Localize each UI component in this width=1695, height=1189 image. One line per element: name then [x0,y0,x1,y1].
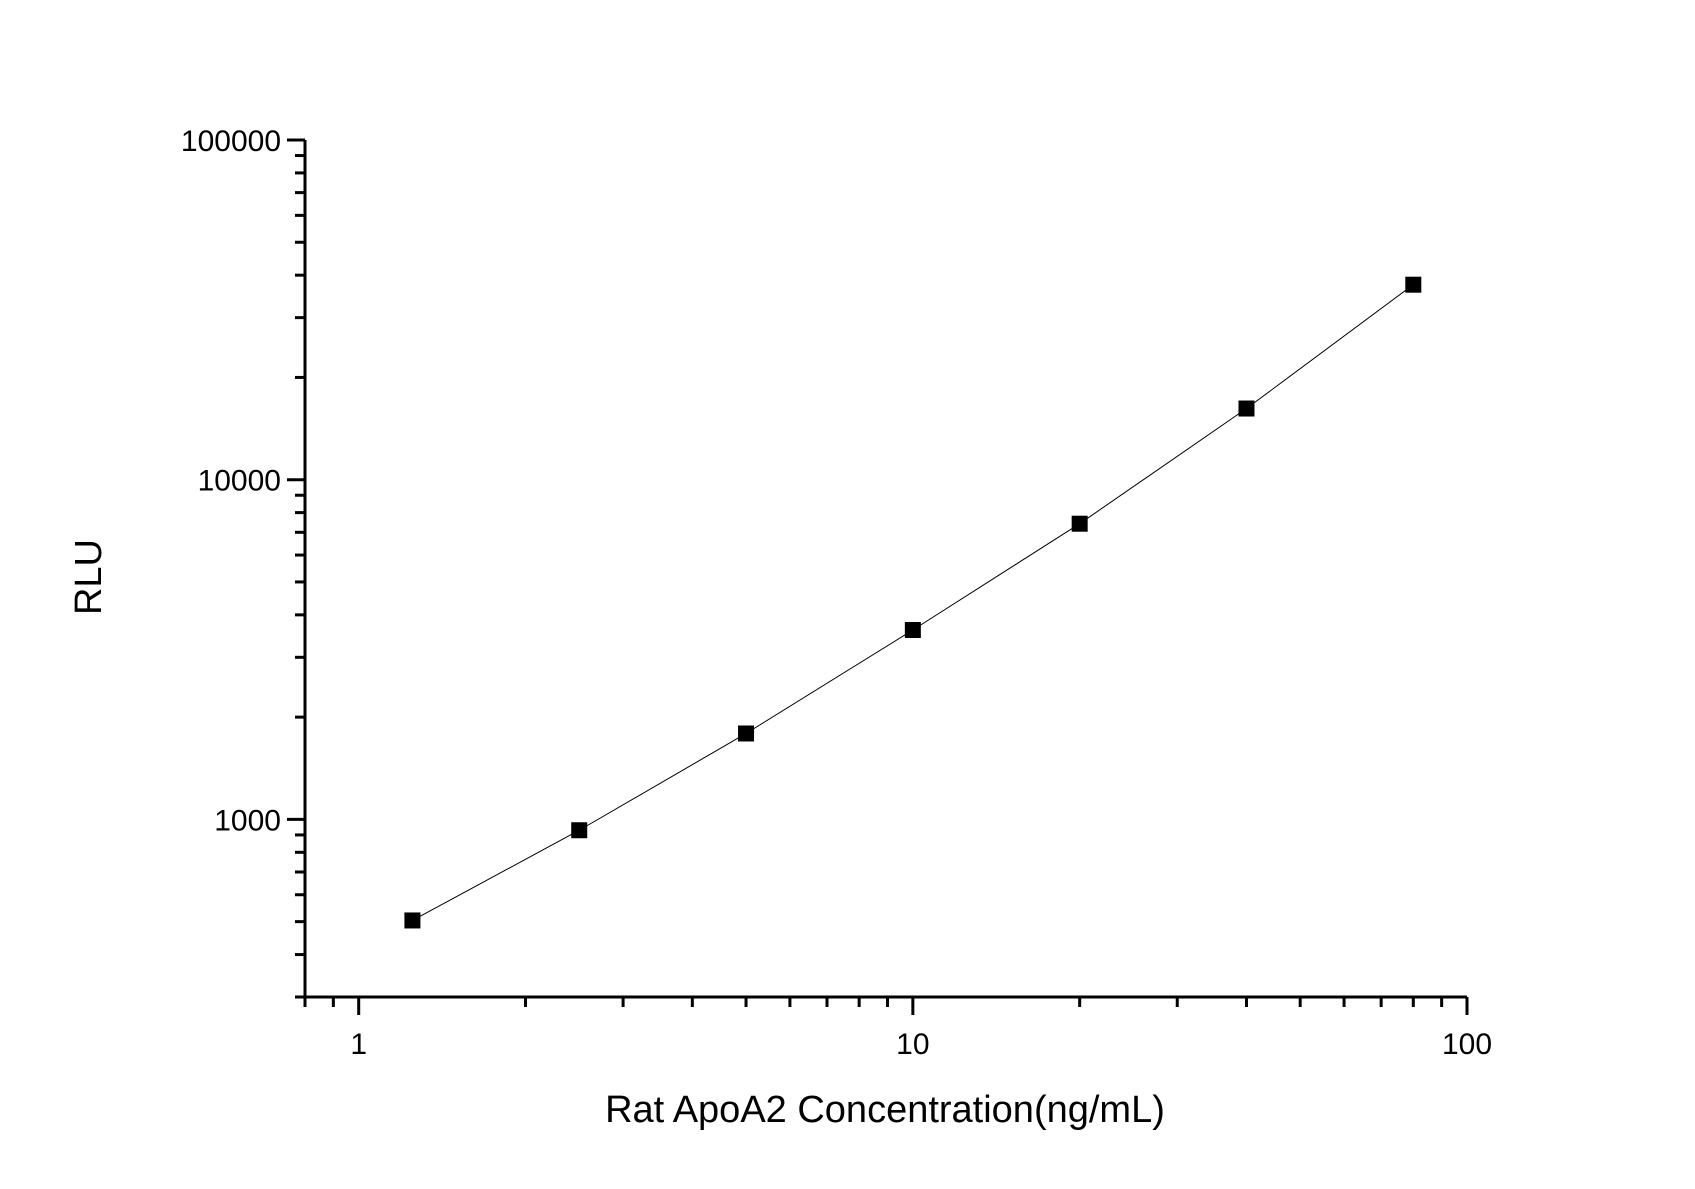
data-point [738,725,755,742]
series-line [412,284,1414,921]
x-axis-label: Rat ApoA2 Concentration(ng/mL) [605,1089,1165,1131]
x-tick-label: 100 [1442,1028,1492,1061]
data-point [571,822,588,839]
data-point [1071,515,1088,532]
axes [287,138,1469,1015]
x-tick-label: 1 [350,1028,367,1061]
x-tick-label: 10 [896,1028,929,1061]
tick-labels: 1 10 100 1000 10000 100000 [181,125,1492,1061]
y-tick-label: 1000 [214,804,281,837]
data-point [404,912,421,929]
y-tick-label: 100000 [181,125,281,158]
y-tick-label: 10000 [198,465,281,498]
data-point [904,622,921,639]
data-point [1405,276,1422,293]
data-points [404,276,1422,929]
y-axis-label: RLU [68,539,110,615]
data-point [1238,400,1255,417]
